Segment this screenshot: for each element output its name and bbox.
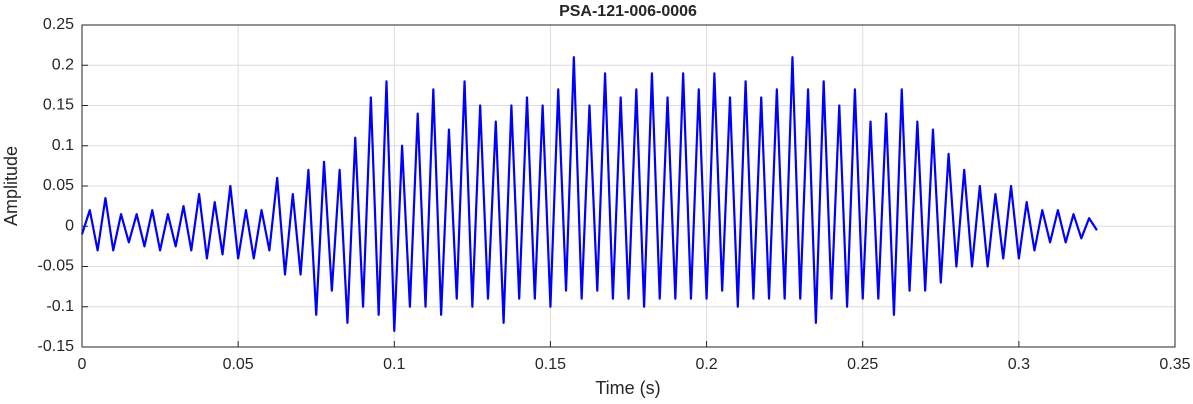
line-series [80, 56, 1098, 332]
x-tick-label: 0 [78, 356, 87, 373]
x-tick-label: 0.1 [383, 356, 405, 373]
axes-box [81, 24, 1176, 348]
y-tick-label: 0.05 [43, 177, 74, 194]
y-tick-label: 0.15 [43, 97, 74, 114]
y-tick-label: -0.05 [38, 258, 75, 275]
x-tick-label: 0.05 [223, 356, 254, 373]
y-tick-label: 0 [65, 217, 74, 234]
x-tick-label: 0.3 [1008, 356, 1030, 373]
x-tick-label: 0.15 [535, 356, 566, 373]
y-tick-label: 0.1 [52, 137, 74, 154]
x-tick-label: 0.25 [847, 356, 878, 373]
x-tick-label: 0.35 [1159, 356, 1190, 373]
y-tick-label: 0.25 [43, 16, 74, 33]
x-axis-label: Time (s) [595, 378, 660, 398]
y-tick-label: -0.1 [46, 298, 74, 315]
y-tick-label: -0.15 [38, 338, 75, 355]
y-axis-label: Amplitude [1, 146, 21, 226]
y-tick-label: 0.2 [52, 56, 74, 73]
x-tick-label: 0.2 [695, 356, 717, 373]
chart-title: PSA-121-006-0006 [559, 3, 697, 20]
